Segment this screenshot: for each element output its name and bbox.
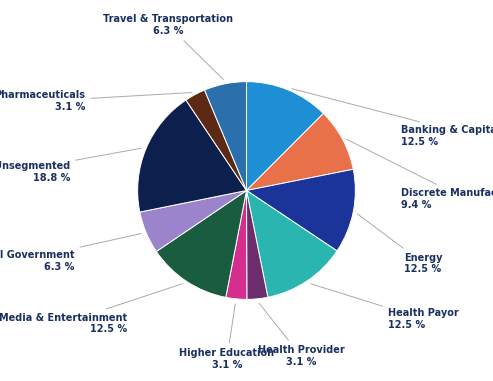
Wedge shape [246,82,323,190]
Text: Health Payor
12.5 %: Health Payor 12.5 % [311,284,459,330]
Text: Other - Unsegmented
18.8 %: Other - Unsegmented 18.8 % [0,148,141,183]
Wedge shape [246,169,355,251]
Wedge shape [226,190,247,299]
Text: Media & Entertainment
12.5 %: Media & Entertainment 12.5 % [0,284,182,334]
Text: Discrete Manufacturing
9.4 %: Discrete Manufacturing 9.4 % [347,139,493,210]
Text: Health Provider
3.1 %: Health Provider 3.1 % [257,303,344,367]
Text: Higher Education
3.1 %: Higher Education 3.1 % [179,304,275,370]
Wedge shape [186,90,246,190]
Wedge shape [246,190,337,297]
Text: Energy
12.5 %: Energy 12.5 % [357,214,443,274]
Wedge shape [156,190,246,297]
Text: Pharmaceuticals
3.1 %: Pharmaceuticals 3.1 % [0,90,192,112]
Text: Travel & Transportation
6.3 %: Travel & Transportation 6.3 % [103,14,233,80]
Wedge shape [246,114,353,190]
Wedge shape [246,190,268,299]
Text: National Government
6.3 %: National Government 6.3 % [0,234,141,272]
Wedge shape [205,82,246,190]
Text: Banking & Capital Markets
12.5 %: Banking & Capital Markets 12.5 % [292,89,493,147]
Wedge shape [138,100,246,212]
Wedge shape [140,190,246,251]
